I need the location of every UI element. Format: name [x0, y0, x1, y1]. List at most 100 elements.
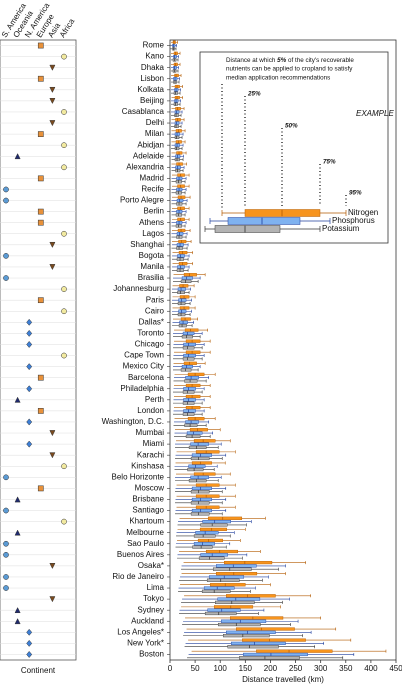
box: [174, 110, 180, 114]
city-label: Shanghai: [130, 240, 164, 249]
box: [181, 335, 193, 339]
continent-marker: [37, 131, 44, 137]
legend-label: Potassium: [322, 224, 360, 233]
continent-marker: [26, 440, 33, 448]
box: [195, 494, 220, 498]
city-label: Milan: [145, 129, 164, 138]
city-label: Paris: [146, 295, 164, 304]
continent-marker: [37, 297, 44, 304]
box: [177, 254, 185, 258]
city-label: Lagos: [142, 229, 164, 238]
box: [230, 616, 284, 620]
box: [212, 567, 252, 571]
city-label: Los Angeles*: [117, 627, 164, 636]
box: [183, 398, 196, 402]
continent-marker: [37, 175, 44, 182]
box: [184, 423, 198, 427]
box: [175, 107, 181, 111]
box: [226, 630, 276, 634]
city-label: Miami: [143, 439, 165, 448]
city-label: Athens: [139, 218, 164, 227]
city-label: Cape Town: [124, 351, 164, 360]
box: [174, 121, 180, 125]
box: [183, 409, 196, 413]
box: [175, 118, 181, 122]
continent-label: Continent: [21, 666, 56, 675]
box: [209, 583, 246, 587]
continent-marker: [49, 98, 56, 105]
box: [227, 645, 279, 649]
continent-marker: [37, 374, 44, 381]
city-label: Rome: [143, 41, 165, 50]
caption-part: of the city's recoverable: [286, 57, 354, 64]
box: [181, 276, 193, 280]
continent-marker: [61, 142, 67, 149]
box: [180, 368, 192, 372]
box: [176, 232, 184, 236]
continent-marker: [26, 385, 33, 393]
box: [183, 361, 197, 365]
continent-panel-frame: [0, 39, 77, 661]
box: [226, 594, 276, 598]
continent-marker: [37, 485, 44, 492]
x-tick-label: 50: [191, 664, 200, 673]
box: [173, 55, 177, 59]
box: [178, 250, 188, 255]
box: [186, 431, 203, 435]
box: [182, 357, 195, 361]
box: [201, 589, 231, 593]
box: [213, 605, 254, 609]
box: [191, 508, 212, 513]
city-label: Johannesburg: [113, 284, 164, 293]
inset-caption: Distance at which 5% of the city's recov…: [226, 57, 354, 64]
box: [203, 586, 235, 590]
box: [174, 73, 179, 78]
box: [191, 453, 212, 457]
percent-label: 95%: [349, 190, 362, 197]
box: [179, 320, 188, 324]
box: [183, 273, 197, 277]
x-tick-label: 450: [389, 664, 402, 673]
city-label: New York*: [127, 639, 164, 648]
continent-marker: [3, 540, 9, 547]
x-axis-title: Distance travelled (km): [242, 675, 324, 684]
box: [182, 412, 195, 416]
continent-marker: [49, 452, 56, 459]
box: [206, 578, 240, 582]
city-label: Lima: [147, 583, 165, 592]
box: [200, 553, 228, 557]
continent-marker: [49, 430, 56, 437]
city-label: Karachi: [137, 450, 164, 459]
city-label: Philadelphia: [120, 384, 164, 393]
box: [190, 475, 209, 479]
box: [189, 428, 208, 432]
box: [177, 301, 186, 306]
box: [216, 564, 257, 568]
continent-marker: [3, 585, 9, 591]
box: [185, 383, 201, 388]
continent-marker: [14, 153, 21, 160]
box: [190, 512, 210, 516]
box: [182, 346, 195, 350]
box: [193, 472, 216, 476]
box: [190, 442, 209, 446]
box: [177, 287, 186, 291]
caption-part: Distance at which: [226, 57, 277, 64]
box: [185, 350, 201, 354]
box: [188, 445, 207, 450]
box: [205, 549, 239, 554]
city-label: Casablanca: [122, 107, 165, 116]
continent-marker: [49, 120, 56, 127]
x-tick-label: 150: [239, 664, 253, 673]
box: [224, 560, 273, 565]
city-label: Porto Alegre: [120, 196, 165, 205]
city-label: Kolkata: [137, 85, 164, 94]
box: [177, 290, 185, 295]
continent-marker: [14, 529, 21, 536]
city-label: Recife: [141, 185, 164, 194]
continent-marker: [26, 340, 33, 348]
box: [190, 501, 210, 505]
city-label: Perth: [145, 395, 164, 404]
continent-marker: [61, 308, 67, 315]
box: [177, 217, 185, 221]
